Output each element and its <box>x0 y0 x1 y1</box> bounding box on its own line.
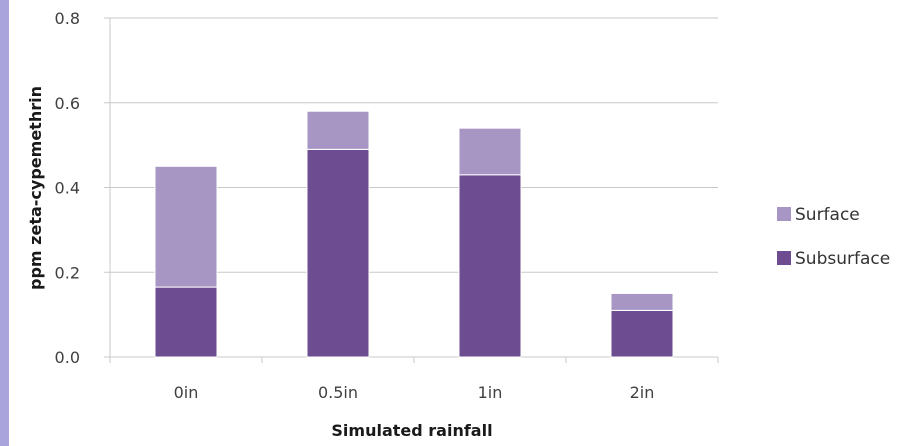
bar-subsurface-2in <box>610 309 674 358</box>
y-axis-title: ppm zeta-cypemethrin <box>26 86 45 290</box>
legend-label-subsurface: Subsurface <box>795 249 890 269</box>
x-tick-labels: 0in 0.5in 1in 2in <box>174 383 655 402</box>
bar-surface-1in <box>458 127 522 176</box>
bar-subsurface-0.5in <box>306 148 370 358</box>
legend: Surface Subsurface <box>777 205 890 269</box>
bar-surface-0.5in <box>306 110 370 150</box>
y-tick-label: 0.2 <box>55 263 80 282</box>
x-tick-label: 0in <box>174 383 199 402</box>
x-axis-title: Simulated rainfall <box>331 421 492 440</box>
x-tick-label: 0.5in <box>318 383 358 402</box>
bar-subsurface-0in <box>154 286 218 358</box>
bar-surface-2in <box>610 292 674 311</box>
legend-label-surface: Surface <box>795 205 860 225</box>
y-tick-labels: 0.0 0.2 0.4 0.6 0.8 <box>55 9 80 367</box>
y-tick-label: 0.0 <box>55 348 80 367</box>
bar-surface-0in <box>154 165 218 288</box>
x-tick-label: 1in <box>478 383 503 402</box>
bar-subsurface-1in <box>458 174 522 358</box>
y-tick-label: 0.4 <box>55 179 80 198</box>
x-tick-label: 2in <box>630 383 655 402</box>
legend-swatch-subsurface <box>777 251 791 265</box>
bars <box>154 110 674 358</box>
legend-swatch-surface <box>777 207 791 221</box>
y-tick-label: 0.6 <box>55 94 80 113</box>
left-border-strip <box>0 0 9 446</box>
y-tick-label: 0.8 <box>55 9 80 28</box>
